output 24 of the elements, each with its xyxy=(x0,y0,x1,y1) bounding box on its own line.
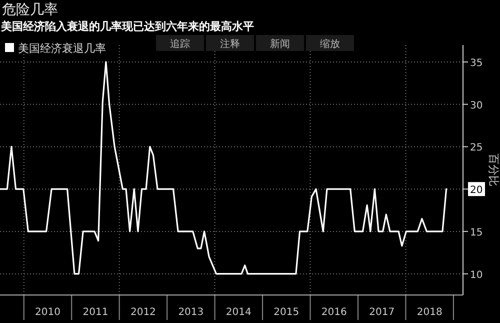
y-tick-label: 30 xyxy=(470,100,483,112)
y-tick-label: 35 xyxy=(470,58,483,69)
y-tick-label: 10 xyxy=(470,270,483,281)
annotation: 缩放 xyxy=(320,38,340,50)
x-tick-label: 2012 xyxy=(130,307,156,318)
x-tick-label: 2018 xyxy=(416,307,442,318)
x-tick-label: 2015 xyxy=(274,307,300,318)
annotation: 新闻 xyxy=(270,38,290,50)
chart-subtitle: 美国经济陷入衰退的几率现已达到六年来的最高水平 xyxy=(0,20,254,33)
x-tick-label: 2017 xyxy=(369,307,395,318)
legend-label: 美国经济衰退几率 xyxy=(18,42,106,55)
x-tick-label: 2011 xyxy=(82,307,108,318)
y-axis-title: 百分比 xyxy=(487,154,500,186)
annotation: 追踪 xyxy=(170,38,190,50)
chart-title: 危险几率 xyxy=(2,2,58,18)
y-tick-label: 25 xyxy=(470,142,483,154)
x-tick-label: 2013 xyxy=(178,307,204,318)
annotation: 注释 xyxy=(220,38,240,50)
y-tick-label: 15 xyxy=(470,227,483,238)
x-tick-label: 2016 xyxy=(321,307,347,318)
x-tick-label: 2010 xyxy=(35,307,60,318)
y-tick-label: 20 xyxy=(470,185,483,196)
line-series xyxy=(0,61,448,275)
x-tick-label: 2014 xyxy=(226,307,252,318)
